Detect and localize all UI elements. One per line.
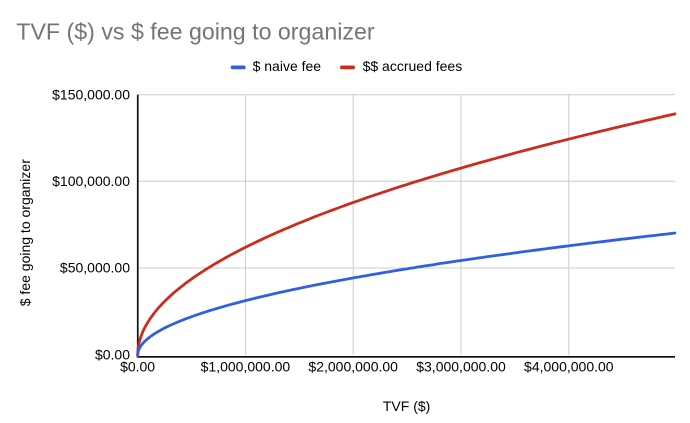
svg-text:$3,000,000.00: $3,000,000.00 (416, 358, 506, 374)
svg-text:$0.00: $0.00 (120, 358, 155, 374)
svg-text:$$ accrued fees: $$ accrued fees (363, 58, 463, 74)
svg-text:TVF ($) vs $ fee going to orga: TVF ($) vs $ fee going to organizer (16, 19, 375, 45)
svg-text:$100,000.00: $100,000.00 (52, 173, 130, 189)
svg-text:$150,000.00: $150,000.00 (52, 86, 130, 102)
svg-text:$0.00: $0.00 (95, 347, 130, 363)
svg-text:$4,000,000.00: $4,000,000.00 (524, 358, 614, 374)
svg-text:$1,000,000.00: $1,000,000.00 (201, 358, 291, 374)
svg-text:$ naive fee: $ naive fee (253, 58, 322, 74)
svg-text:$2,000,000.00: $2,000,000.00 (308, 358, 398, 374)
svg-text:$ fee going to organizer: $ fee going to organizer (17, 159, 33, 306)
svg-text:TVF ($): TVF ($) (383, 398, 430, 414)
svg-text:$50,000.00: $50,000.00 (60, 260, 130, 276)
